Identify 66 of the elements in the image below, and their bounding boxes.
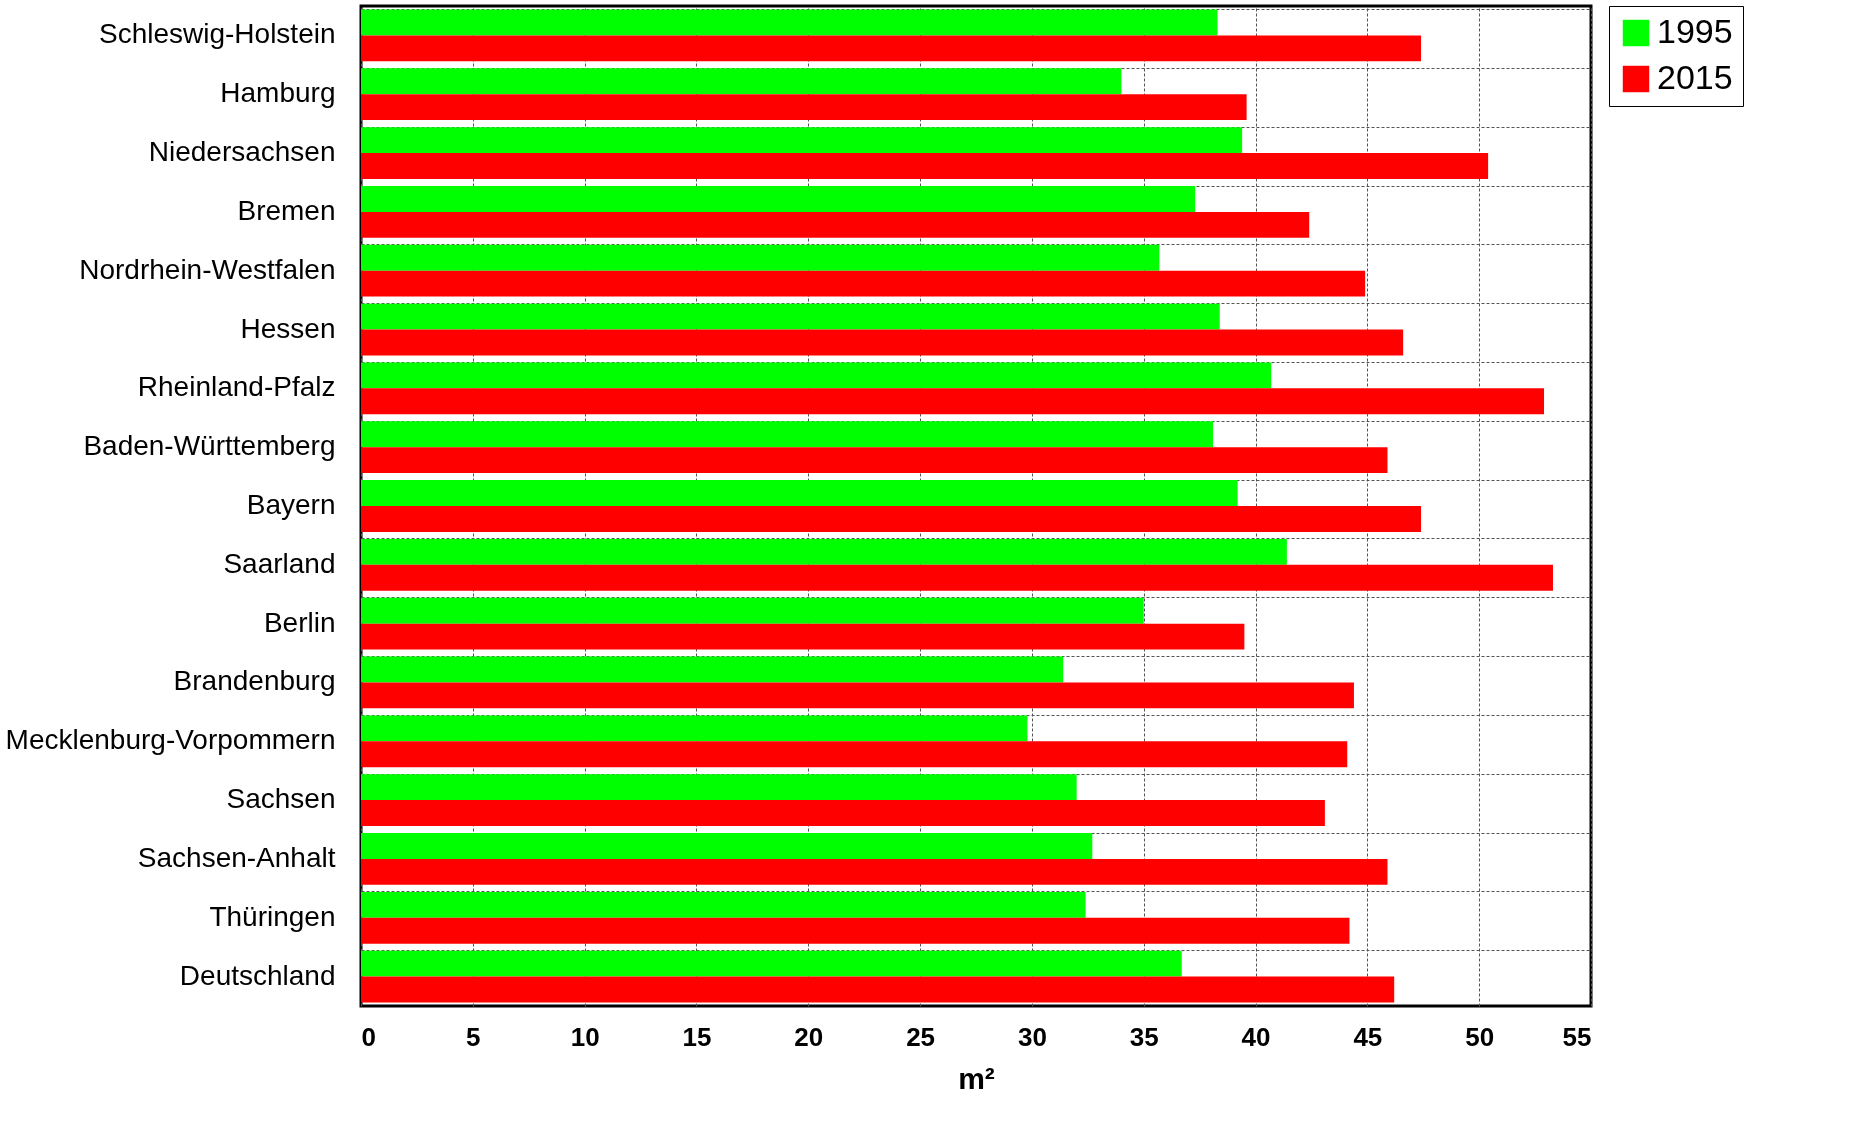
bar <box>361 480 1238 506</box>
y-tick-label: Hessen <box>240 312 336 344</box>
x-tick-label: 10 <box>570 1021 600 1052</box>
bar <box>361 800 1325 826</box>
x-tick-label: 5 <box>466 1021 481 1052</box>
y-tick-label: Sachsen-Anhalt <box>137 841 336 873</box>
bar <box>361 362 1272 389</box>
bar <box>361 682 1354 709</box>
y-tick-label: Mecklenburg-Vorpommern <box>5 724 336 756</box>
bar <box>361 891 1086 918</box>
x-tick-label: 25 <box>906 1021 936 1052</box>
bar <box>361 833 1093 859</box>
bar <box>361 244 1160 271</box>
bar <box>361 153 1489 179</box>
bar <box>361 741 1348 768</box>
legend-label: 2015 <box>1657 58 1733 96</box>
x-tick-label: 30 <box>1017 1021 1047 1052</box>
x-tick-label: 40 <box>1241 1021 1271 1052</box>
y-tick-label: Bayern <box>246 489 336 520</box>
y-tick-label: Brandenburg <box>173 665 336 697</box>
x-axis-title: m² <box>958 1061 995 1095</box>
y-tick-label: Baden-Württemberg <box>83 430 336 462</box>
bar <box>361 597 1144 624</box>
bar <box>361 186 1196 212</box>
bar <box>361 950 1182 977</box>
bar <box>361 858 1388 885</box>
bar <box>361 421 1214 448</box>
bar <box>361 270 1366 297</box>
y-tick-label: Berlin <box>263 606 336 638</box>
bar <box>361 127 1243 154</box>
x-tick-label: 20 <box>794 1021 824 1052</box>
bar <box>361 538 1287 565</box>
bar <box>361 774 1077 801</box>
bar <box>361 388 1545 415</box>
x-tick-label: 50 <box>1465 1021 1495 1052</box>
x-tick-label: 55 <box>1562 1021 1592 1052</box>
bar <box>361 715 1028 742</box>
y-tick-label: Schleswig-Holstein <box>98 18 336 50</box>
bar <box>361 447 1388 474</box>
x-tick-label: 15 <box>682 1021 712 1052</box>
y-tick-label: Saarland <box>223 547 336 579</box>
y-tick-label: Thüringen <box>209 900 336 932</box>
y-tick-label: Nordrhein-Westfalen <box>79 253 336 285</box>
bar <box>361 329 1404 356</box>
bar <box>361 506 1422 532</box>
bar <box>361 68 1122 95</box>
y-tick-label: Hamburg <box>220 77 336 109</box>
y-tick-label: Bremen <box>237 194 336 226</box>
bar <box>361 211 1310 238</box>
bar <box>361 564 1553 591</box>
y-tick-label: Sachsen <box>226 783 336 815</box>
bar <box>361 303 1220 330</box>
x-tick-label: 35 <box>1129 1021 1159 1052</box>
bar <box>361 623 1245 650</box>
x-tick-label: 45 <box>1353 1021 1383 1052</box>
bar <box>361 9 1218 36</box>
y-tick-label: Niedersachsen <box>148 136 336 168</box>
bar <box>361 656 1064 683</box>
y-tick-label: Deutschland <box>179 959 336 991</box>
legend-label: 1995 <box>1657 12 1733 50</box>
bar <box>361 35 1422 62</box>
bar <box>361 94 1247 121</box>
y-tick-label: Rheinland-Pfalz <box>137 371 336 403</box>
bar <box>361 917 1350 944</box>
bar <box>361 976 1395 1003</box>
x-tick-label: 0 <box>361 1021 376 1052</box>
